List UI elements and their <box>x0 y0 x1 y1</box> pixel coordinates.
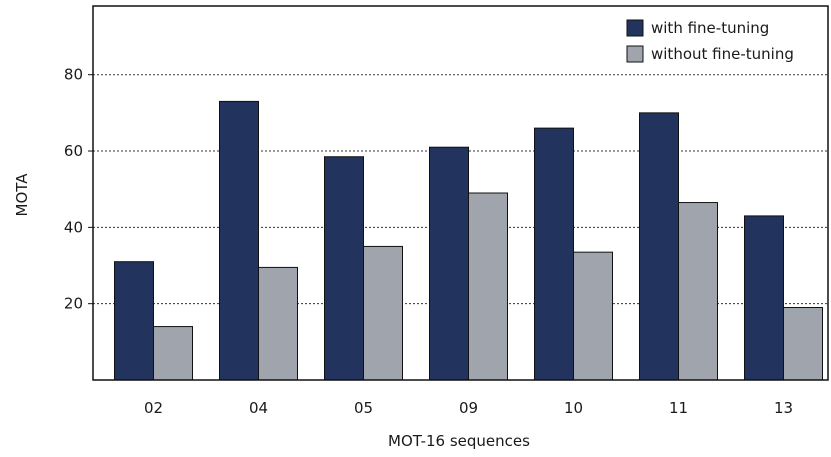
legend-swatch-with-fine-tuning <box>626 19 644 37</box>
bar-without-fine-tuning-11 <box>678 202 718 381</box>
bar-without-fine-tuning-04 <box>258 266 298 381</box>
bar-with-fine-tuning-04 <box>219 100 259 381</box>
y-tick-label: 60 <box>64 142 83 160</box>
x-tick-label: 02 <box>144 399 163 417</box>
y-tick-label: 40 <box>64 218 83 236</box>
x-axis-ticks: 02 04 05 09 10 11 13 <box>144 399 793 417</box>
bar-with-fine-tuning-10 <box>534 127 574 381</box>
bars <box>114 100 823 381</box>
y-axis-title: MOTA <box>13 173 31 217</box>
legend-label: with fine-tuning <box>651 19 769 37</box>
x-tick-label: 13 <box>774 399 793 417</box>
legend: with fine-tuning without fine-tuning <box>626 19 794 63</box>
bar-without-fine-tuning-05 <box>363 245 403 381</box>
y-axis-ticks: 20 40 60 80 <box>64 66 93 313</box>
y-tick-label: 20 <box>64 295 83 313</box>
x-tick-label: 04 <box>249 399 268 417</box>
plot-frame <box>92 5 829 381</box>
bar-without-fine-tuning-10 <box>573 251 613 381</box>
x-tick-label: 11 <box>669 399 688 417</box>
bar-with-fine-tuning-09 <box>429 146 469 381</box>
bar-without-fine-tuning-09 <box>468 192 508 381</box>
bar-without-fine-tuning-02 <box>153 326 193 381</box>
bar-with-fine-tuning-02 <box>114 261 154 381</box>
bar-with-fine-tuning-05 <box>324 156 364 381</box>
x-tick-label: 05 <box>354 399 373 417</box>
bar-with-fine-tuning-11 <box>639 112 679 381</box>
x-tick-label: 09 <box>459 399 478 417</box>
x-axis-title: MOT-16 sequences <box>388 432 530 450</box>
x-tick-label: 10 <box>564 399 583 417</box>
bar-with-fine-tuning-13 <box>744 215 784 381</box>
y-tick-label: 80 <box>64 66 83 84</box>
legend-label: without fine-tuning <box>651 45 794 63</box>
bar-without-fine-tuning-13 <box>783 306 823 381</box>
legend-swatch-without-fine-tuning <box>626 45 644 63</box>
